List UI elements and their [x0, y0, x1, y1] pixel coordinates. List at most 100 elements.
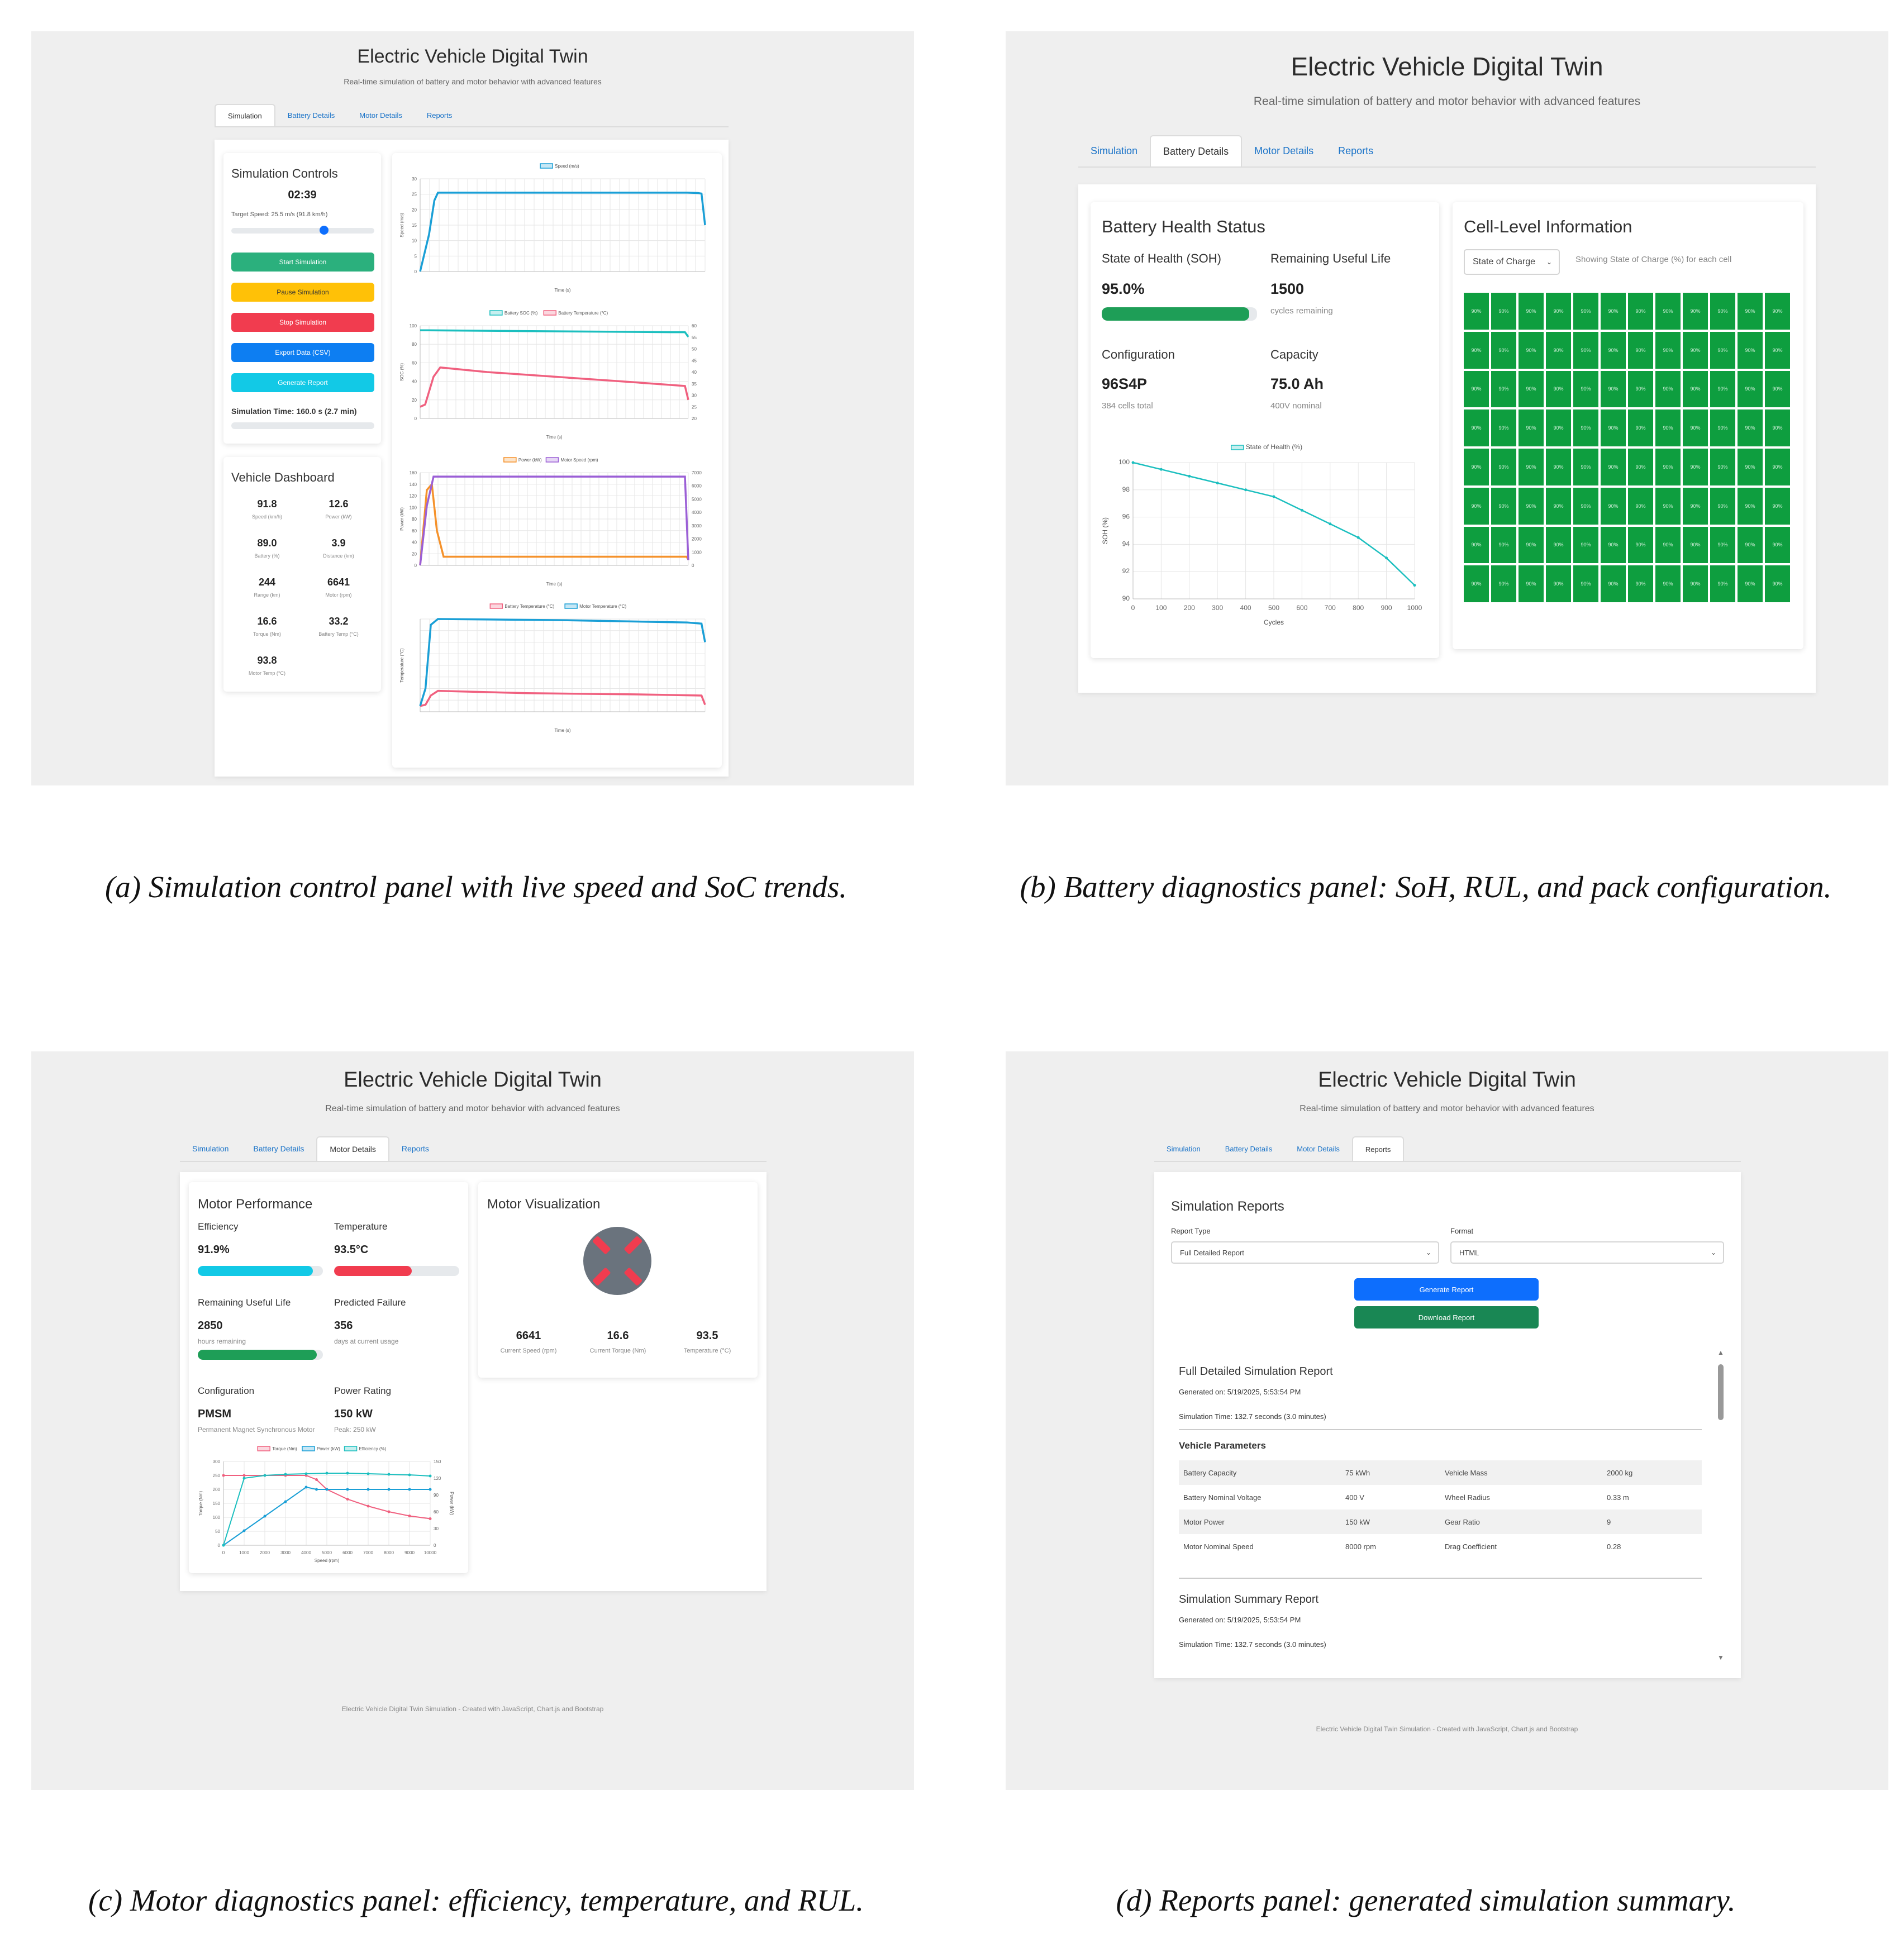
tab-motor-details[interactable]: Motor Details	[359, 111, 402, 120]
battery-cell[interactable]: 90%	[1573, 293, 1598, 330]
battery-cell[interactable]: 90%	[1464, 370, 1489, 408]
battery-cell[interactable]: 90%	[1464, 293, 1489, 330]
battery-cell[interactable]: 90%	[1519, 487, 1544, 525]
generate-report-button[interactable]: Generate Report	[231, 373, 374, 392]
battery-cell[interactable]: 90%	[1573, 487, 1598, 525]
battery-cell[interactable]: 90%	[1601, 565, 1626, 602]
battery-cell[interactable]: 90%	[1519, 409, 1544, 446]
battery-cell[interactable]: 90%	[1710, 487, 1735, 525]
battery-cell[interactable]: 90%	[1601, 526, 1626, 564]
tab-motor-details[interactable]: Motor Details	[316, 1136, 389, 1161]
export-data-button[interactable]: Export Data (CSV)	[231, 343, 374, 362]
battery-cell[interactable]: 90%	[1464, 409, 1489, 446]
battery-cell[interactable]: 90%	[1765, 449, 1790, 485]
battery-cell[interactable]: 90%	[1546, 409, 1571, 446]
battery-cell[interactable]: 90%	[1710, 409, 1735, 446]
battery-cell[interactable]: 90%	[1601, 449, 1626, 485]
battery-cell[interactable]: 90%	[1628, 487, 1653, 525]
battery-cell[interactable]: 90%	[1738, 526, 1763, 564]
battery-cell[interactable]: 90%	[1765, 526, 1790, 564]
tab-simulation[interactable]: Simulation	[215, 104, 275, 126]
start-simulation-button[interactable]: Start Simulation	[231, 253, 374, 272]
battery-cell[interactable]: 90%	[1601, 293, 1626, 330]
battery-cell[interactable]: 90%	[1738, 487, 1763, 525]
tab-battery-details[interactable]: Battery Details	[1225, 1144, 1273, 1153]
battery-cell[interactable]: 90%	[1738, 409, 1763, 446]
battery-cell[interactable]: 90%	[1765, 370, 1790, 408]
tab-simulation[interactable]: Simulation	[192, 1144, 229, 1153]
battery-cell[interactable]: 90%	[1655, 331, 1681, 369]
battery-cell[interactable]: 90%	[1738, 331, 1763, 369]
battery-cell[interactable]: 90%	[1573, 526, 1598, 564]
battery-cell[interactable]: 90%	[1601, 487, 1626, 525]
tab-motor-details[interactable]: Motor Details	[1254, 145, 1314, 156]
battery-cell[interactable]: 90%	[1546, 526, 1571, 564]
tab-reports[interactable]: Reports	[426, 111, 453, 120]
battery-cell[interactable]: 90%	[1491, 526, 1516, 564]
stop-simulation-button[interactable]: Stop Simulation	[231, 313, 374, 332]
battery-cell[interactable]: 90%	[1738, 449, 1763, 485]
battery-cell[interactable]: 90%	[1601, 409, 1626, 446]
battery-cell[interactable]: 90%	[1546, 331, 1571, 369]
battery-cell[interactable]: 90%	[1546, 370, 1571, 408]
battery-cell[interactable]: 90%	[1683, 331, 1708, 369]
battery-cell[interactable]: 90%	[1655, 449, 1681, 485]
battery-cell[interactable]: 90%	[1710, 293, 1735, 330]
battery-cell[interactable]: 90%	[1655, 565, 1681, 602]
scroll-down-icon[interactable]: ▼	[1717, 1654, 1724, 1661]
battery-cell[interactable]: 90%	[1683, 370, 1708, 408]
battery-cell[interactable]: 90%	[1491, 409, 1516, 446]
battery-cell[interactable]: 90%	[1573, 370, 1598, 408]
battery-cell[interactable]: 90%	[1464, 449, 1489, 485]
tab-motor-details[interactable]: Motor Details	[1297, 1144, 1340, 1153]
pause-simulation-button[interactable]: Pause Simulation	[231, 283, 374, 302]
battery-cell[interactable]: 90%	[1519, 370, 1544, 408]
format-select[interactable]: HTML ⌄	[1450, 1241, 1724, 1264]
battery-cell[interactable]: 90%	[1683, 293, 1708, 330]
battery-cell[interactable]: 90%	[1738, 293, 1763, 330]
tab-battery-details[interactable]: Battery Details	[1150, 135, 1243, 166]
battery-cell[interactable]: 90%	[1519, 565, 1544, 602]
battery-cell[interactable]: 90%	[1710, 526, 1735, 564]
battery-cell[interactable]: 90%	[1683, 565, 1708, 602]
battery-cell[interactable]: 90%	[1519, 293, 1544, 330]
battery-cell[interactable]: 90%	[1628, 449, 1653, 485]
tab-reports[interactable]: Reports	[1351, 1136, 1405, 1161]
battery-cell[interactable]: 90%	[1628, 565, 1653, 602]
battery-cell[interactable]: 90%	[1655, 293, 1681, 330]
battery-cell[interactable]: 90%	[1546, 449, 1571, 485]
report-type-select[interactable]: Full Detailed Report ⌄	[1171, 1241, 1439, 1264]
battery-cell[interactable]: 90%	[1464, 487, 1489, 525]
battery-cell[interactable]: 90%	[1765, 409, 1790, 446]
battery-cell[interactable]: 90%	[1765, 565, 1790, 602]
battery-cell[interactable]: 90%	[1655, 409, 1681, 446]
battery-cell[interactable]: 90%	[1710, 565, 1735, 602]
battery-cell[interactable]: 90%	[1765, 293, 1790, 330]
battery-cell[interactable]: 90%	[1628, 331, 1653, 369]
battery-cell[interactable]: 90%	[1738, 565, 1763, 602]
battery-cell[interactable]: 90%	[1491, 370, 1516, 408]
tab-simulation[interactable]: Simulation	[1167, 1144, 1201, 1153]
battery-cell[interactable]: 90%	[1683, 449, 1708, 485]
battery-cell[interactable]: 90%	[1683, 487, 1708, 525]
battery-cell[interactable]: 90%	[1573, 331, 1598, 369]
battery-cell[interactable]: 90%	[1573, 565, 1598, 602]
tab-reports[interactable]: Reports	[1338, 145, 1374, 156]
battery-cell[interactable]: 90%	[1628, 293, 1653, 330]
tab-simulation[interactable]: Simulation	[1091, 145, 1138, 156]
battery-cell[interactable]: 90%	[1655, 526, 1681, 564]
battery-cell[interactable]: 90%	[1628, 409, 1653, 446]
battery-cell[interactable]: 90%	[1519, 526, 1544, 564]
battery-cell[interactable]: 90%	[1765, 487, 1790, 525]
battery-cell[interactable]: 90%	[1765, 331, 1790, 369]
battery-cell[interactable]: 90%	[1546, 293, 1571, 330]
battery-cell[interactable]: 90%	[1519, 449, 1544, 485]
battery-cell[interactable]: 90%	[1464, 526, 1489, 564]
battery-cell[interactable]: 90%	[1683, 409, 1708, 446]
download-report-button[interactable]: Download Report	[1354, 1306, 1539, 1328]
battery-cell[interactable]: 90%	[1464, 331, 1489, 369]
slider-thumb[interactable]	[320, 226, 329, 235]
battery-cell[interactable]: 90%	[1710, 370, 1735, 408]
battery-cell[interactable]: 90%	[1491, 293, 1516, 330]
target-speed-slider[interactable]	[231, 226, 374, 235]
